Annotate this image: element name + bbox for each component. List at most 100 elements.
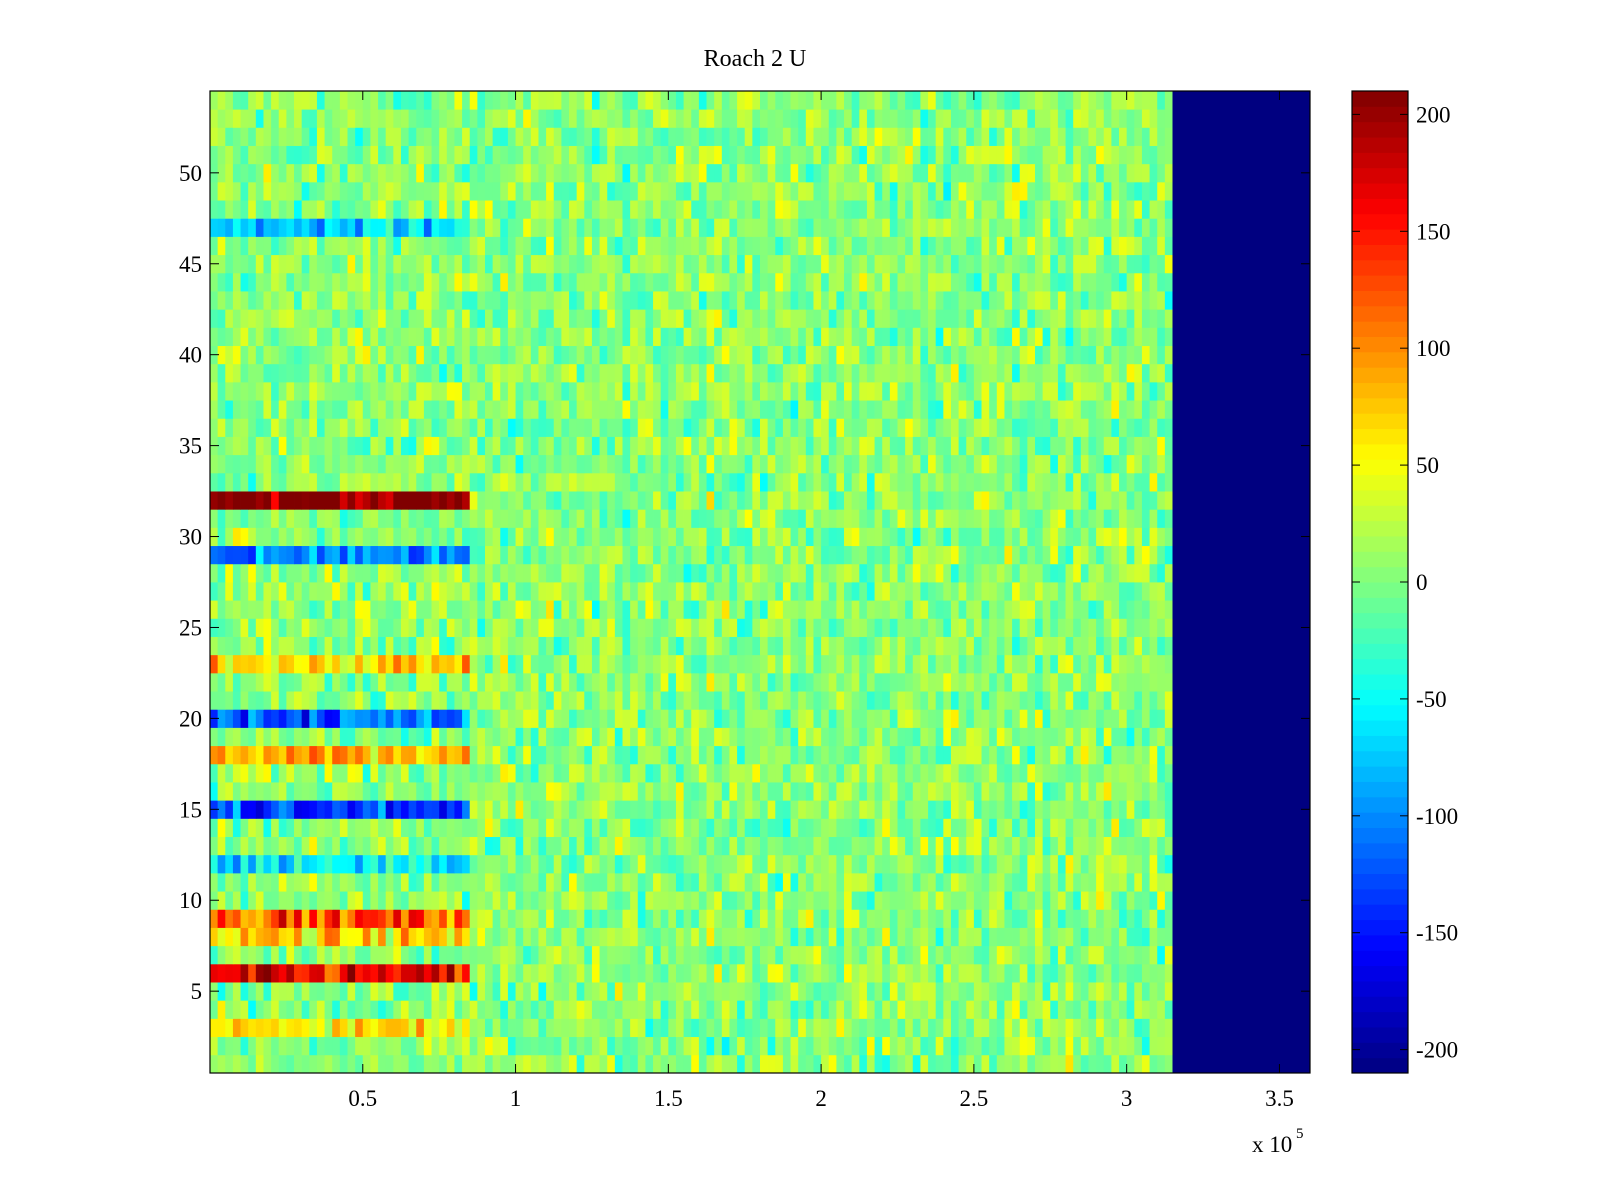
heatmap-cell [462,400,471,419]
heatmap-cell [859,563,868,583]
heatmap-cell [1157,782,1166,801]
heatmap-cell [576,909,585,928]
heatmap-cell [836,1000,845,1019]
heatmap-cell [1019,1018,1028,1038]
heatmap-cell [1149,927,1158,947]
heatmap-cell [599,418,608,437]
heatmap-cell [500,436,509,456]
heatmap-cell [248,800,257,819]
heatmap-cell [836,509,845,528]
heatmap-cell [966,945,975,965]
heatmap-cell [813,582,822,601]
heatmap-cell [798,854,807,874]
heatmap-cell [1149,782,1158,801]
heatmap-cell [1111,836,1120,856]
heatmap-cell [645,636,654,656]
heatmap-cell [477,982,486,1001]
heatmap-cell [599,672,608,692]
heatmap-cell [1035,436,1044,456]
heatmap-cell [1149,945,1158,965]
heatmap-cell [454,472,463,492]
heatmap-cell [599,527,608,547]
heatmap-cell [698,927,707,947]
heatmap-cell [1042,854,1051,874]
heatmap-cell [996,491,1005,510]
heatmap-cell [248,600,257,619]
heatmap-cell [553,381,562,401]
heatmap-cell [385,509,394,528]
heatmap-cell [370,672,379,692]
heatmap-cell [286,509,295,528]
heatmap-cell [630,472,639,492]
heatmap-cell [362,782,371,801]
heatmap-cell [294,963,303,983]
heatmap-cell [1149,891,1158,910]
heatmap-cell [576,582,585,601]
heatmap-cell [683,709,692,728]
heatmap-cell [1103,400,1112,419]
heatmap-cell [981,800,990,819]
heatmap-cell [569,381,578,401]
heatmap-cell [439,1018,448,1038]
heatmap-cell [737,782,746,801]
heatmap-cell [928,582,937,601]
heatmap-cell [798,454,807,474]
heatmap-cell [546,345,555,365]
heatmap-cell [729,381,738,401]
heatmap-cell [416,709,425,728]
heatmap-cell [767,363,776,383]
heatmap-cell [622,763,631,783]
heatmap-cell [271,654,280,674]
heatmap-cell [614,818,623,837]
heatmap-cell [1027,563,1036,583]
heatmap-cell [790,600,799,619]
heatmap-cell [232,527,241,547]
heatmap-cell [989,418,998,437]
heatmap-cell [844,618,853,637]
heatmap-cell [469,600,478,619]
heatmap-cell [905,909,914,928]
heatmap-cell [721,1018,730,1038]
heatmap-cell [599,745,608,765]
heatmap-cell [966,872,975,892]
heatmap-cell [935,818,944,837]
heatmap-cell [316,582,325,601]
heatmap-cell [958,563,967,583]
heatmap-cell [431,654,440,674]
heatmap-cell [553,782,562,801]
heatmap-cell [714,491,723,510]
heatmap-cell [851,745,860,765]
heatmap-cell [355,782,364,801]
heatmap-cell [706,472,715,492]
heatmap-cell [935,491,944,510]
heatmap-cell [1050,963,1059,983]
heatmap-cell [446,600,455,619]
heatmap-cell [584,491,593,510]
heatmap-cell [889,982,898,1001]
heatmap-cell [294,618,303,637]
heatmap-cell [1050,418,1059,437]
heatmap-cell [958,363,967,383]
heatmap-cell [347,1000,356,1019]
heatmap-cell [454,363,463,383]
heatmap-cell [996,691,1005,710]
heatmap-cell [729,691,738,710]
heatmap-cell [1126,1054,1135,1074]
heatmap-cell [950,454,960,474]
heatmap-cell [217,654,226,674]
heatmap-cell [744,563,753,583]
heatmap-cell [790,618,799,637]
heatmap-cell [729,836,738,856]
heatmap-cell [844,1000,853,1019]
heatmap-cell [706,454,715,474]
heatmap-cell [217,400,226,419]
heatmap-cell [599,691,608,710]
heatmap-cell [928,1054,937,1074]
heatmap-cell [1111,472,1120,492]
heatmap-cell [851,945,860,965]
heatmap-cell [996,854,1005,874]
heatmap-cell [431,472,440,492]
heatmap-cell [492,582,501,601]
heatmap-cell [660,709,669,728]
heatmap-cell [637,854,646,874]
